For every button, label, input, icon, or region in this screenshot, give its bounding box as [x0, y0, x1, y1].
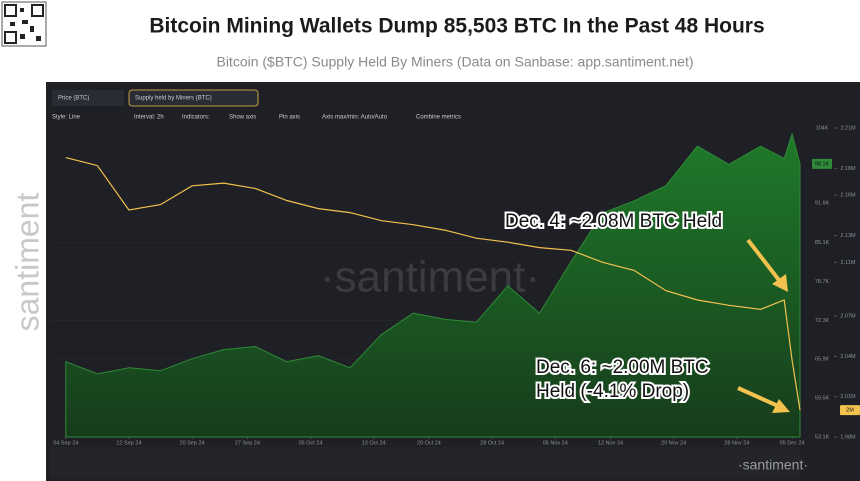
- x-tick-label: 05 Oct 24: [299, 440, 323, 446]
- x-tick-label: 28 Nov 24: [724, 440, 749, 446]
- metric-tab-label: Price (BTC): [58, 96, 89, 102]
- annotation-arrows: [737, 238, 790, 413]
- y-tick-label: 85.1K: [815, 240, 830, 246]
- y2-tick-label: 2.21M: [840, 125, 856, 131]
- x-tick-label: 20 Oct 24: [417, 440, 441, 446]
- y2-tick-label: 2.16M: [840, 193, 856, 199]
- x-tick-label: 05 Nov 24: [543, 440, 568, 446]
- x-tick-label: 12 Sep 24: [116, 440, 141, 446]
- y-tick-label: 104K: [816, 125, 829, 131]
- x-tick-label: 27 Sep 24: [235, 440, 260, 446]
- x-tick-label: 20 Sep 24: [180, 440, 205, 446]
- y2-tick-label: 2.04M: [840, 354, 856, 360]
- value-badge: [812, 158, 832, 169]
- annotation: Dec. 6: ~2.00M BTC: [536, 357, 709, 378]
- price-area: [65, 132, 801, 438]
- toolbar-control[interactable]: Axis max/min: Auto/Auto: [322, 115, 388, 121]
- toolbar-control[interactable]: Pin axis: [279, 115, 300, 121]
- qr-code: [1, 1, 47, 47]
- y2-tick-label: 2.07M: [840, 314, 856, 320]
- toolbar: Price (BTC) Supply held by Miners (BTC) …: [52, 89, 461, 121]
- x-tick-label: 05 Dec 24: [780, 440, 805, 446]
- toolbar-control[interactable]: Combine metrics: [416, 115, 461, 121]
- value-label: 98.1K: [815, 161, 830, 167]
- x-tick-label: 20 Nov 24: [661, 440, 686, 446]
- x-tick-label: 13 Oct 24: [362, 440, 386, 446]
- y2-tick-label: 2.18M: [840, 166, 856, 172]
- toolbar-control[interactable]: Interval: 2h: [134, 115, 164, 121]
- corner-watermark: ·santiment·: [738, 457, 808, 473]
- supply-line: [65, 157, 801, 411]
- annotation: Dec. 4: ~2.08M BTC Held: [505, 211, 722, 232]
- metric-tab[interactable]: [128, 89, 259, 107]
- y-tick-label: 65.9K: [815, 357, 830, 363]
- x-tick-label: 04 Sep 24: [53, 440, 78, 446]
- chart-subtitle: Bitcoin ($BTC) Supply Held By Miners (Da…: [216, 54, 693, 70]
- plot-area: 104K 91.6K 85.1K 78.7K 72.3K 65.9K 59.5K 53.1K 2…: [50, 125, 860, 446]
- y2-tick-label: 2.01M: [840, 394, 856, 400]
- y-tick-label: 53.1K: [815, 434, 830, 440]
- toolbar-control[interactable]: Show axis: [229, 115, 256, 121]
- toolbar-control[interactable]: Indicators:: [182, 115, 210, 121]
- y2-tick-label: 1.98M: [840, 434, 856, 440]
- side-watermark: santiment: [9, 193, 45, 332]
- navigator[interactable]: [50, 447, 800, 477]
- y2-tick-label: 2.11M: [841, 260, 856, 266]
- metric-tab[interactable]: [52, 90, 124, 106]
- y-tick-label: 78.7K: [815, 279, 830, 285]
- x-tick-label: 12 Nov 24: [598, 440, 623, 446]
- annotation: Held (-4.1% Drop): [536, 381, 689, 402]
- x-tick-label: 28 Oct 24: [480, 440, 504, 446]
- value-label: 2M: [846, 408, 854, 414]
- y-tick-label: 72.3K: [815, 318, 830, 324]
- chart-title: Bitcoin Mining Wallets Dump 85,503 BTC I…: [149, 15, 764, 38]
- y-tick-label: 59.5K: [815, 396, 830, 402]
- toolbar-control[interactable]: Style: Line: [52, 115, 81, 121]
- value-badge: [840, 405, 860, 416]
- metric-tab-label: Supply held by Miners (BTC): [135, 96, 212, 102]
- y2-tick-label: 2.13M: [840, 233, 856, 239]
- y-tick-label: 91.6K: [815, 201, 830, 207]
